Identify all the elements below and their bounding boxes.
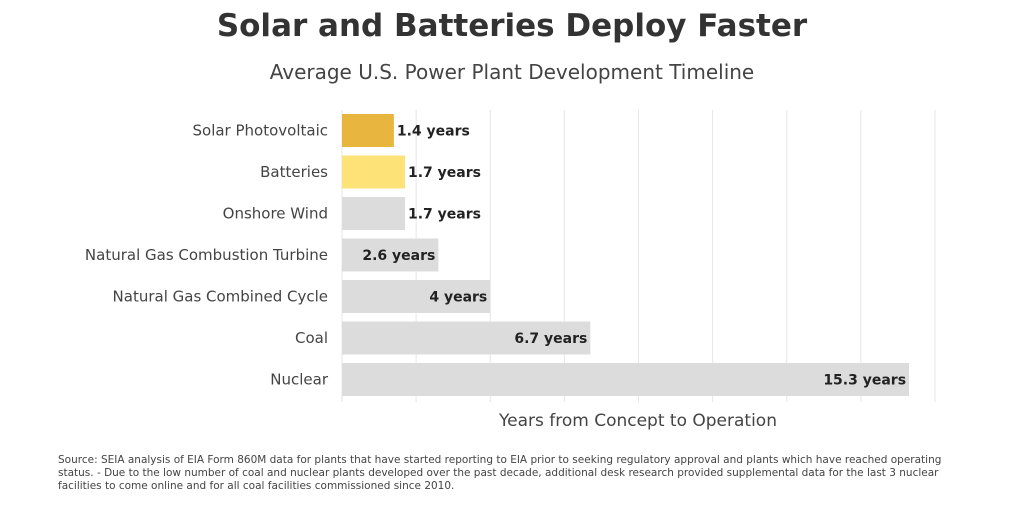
bar-chart: Solar Photovoltaic Batteries Onshore Wind N…: [85, 110, 936, 431]
bar: [342, 197, 406, 230]
value-label: 2.6 years: [362, 248, 435, 264]
category-label: Batteries: [260, 163, 328, 181]
value-label: 1.7 years: [408, 165, 481, 181]
value-label: 6.7 years: [514, 331, 587, 347]
bars: [342, 114, 910, 396]
x-axis-label: Years from Concept to Operation: [498, 411, 777, 431]
value-label: 1.7 years: [408, 207, 481, 223]
chart-title: Solar and Batteries Deploy Faster: [216, 8, 808, 44]
category-label: Nuclear: [270, 371, 329, 389]
bar: [342, 321, 591, 355]
category-label: Natural Gas Combustion Turbine: [85, 246, 328, 264]
bar: [342, 363, 910, 396]
value-labels: 1.4 years 1.7 years 1.7 years 2.6 years 4 ye…: [362, 124, 906, 389]
category-label: Solar Photovoltaic: [193, 122, 329, 140]
value-label: 4 years: [429, 290, 487, 306]
category-labels: Solar Photovoltaic Batteries Onshore Wind N…: [85, 122, 329, 389]
chart-subtitle: Average U.S. Power Plant Development Tim…: [269, 60, 755, 84]
bar: [342, 114, 394, 147]
category-label: Coal: [295, 329, 328, 347]
bar: [342, 280, 491, 313]
category-label: Onshore Wind: [223, 205, 328, 223]
source-note: Source: SEIA analysis of EIA Form 860M d…: [58, 454, 942, 492]
value-label: 1.4 years: [397, 124, 470, 140]
bar: [342, 155, 406, 189]
bar: [342, 238, 439, 272]
value-label: 15.3 years: [823, 373, 906, 389]
category-label: Natural Gas Combined Cycle: [113, 288, 328, 306]
